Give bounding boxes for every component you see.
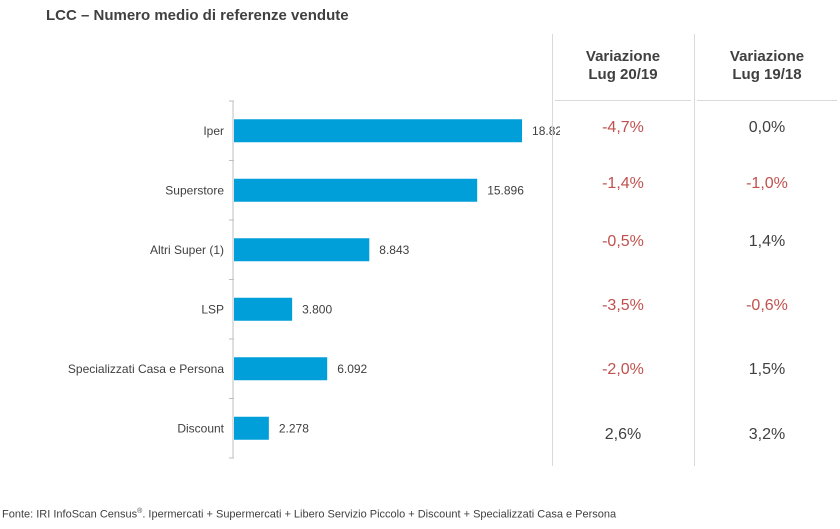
- category-label: Iper: [203, 124, 224, 138]
- variation-cell: -4,7%: [602, 119, 644, 136]
- column-header-lug-19-18: Variazione Lug 19/18: [702, 48, 832, 84]
- data-label: 6.092: [337, 362, 367, 376]
- variation-cell: -1,4%: [602, 175, 644, 192]
- variation-cell: 2,6%: [604, 426, 642, 443]
- column-header-line2: Lug 19/18: [732, 66, 802, 83]
- category-label: Discount: [177, 421, 224, 435]
- bar: [234, 357, 328, 381]
- bar: [234, 297, 293, 321]
- column-divider: [552, 34, 553, 466]
- column-header-line2: Lug 20/19: [588, 66, 658, 83]
- data-label: 18.826: [532, 124, 560, 138]
- bar: [234, 238, 370, 262]
- variation-cell: 1,4%: [748, 233, 786, 250]
- bar: [234, 416, 269, 440]
- data-label: 3.800: [302, 302, 332, 316]
- variation-cell: 1,5%: [748, 361, 786, 378]
- data-label: 2.278: [279, 421, 309, 435]
- variation-cell: -0,6%: [746, 297, 788, 314]
- source-prefix: Fonte: IRI InfoScan Census: [2, 508, 138, 521]
- category-label: Altri Super (1): [150, 243, 224, 257]
- variation-cell: 3,2%: [748, 426, 786, 443]
- category-label: Specializzati Casa e Persona: [68, 362, 224, 376]
- source-suffix: . Ipermercati + Supermercati + Libero Se…: [142, 508, 617, 521]
- data-label: 15.896: [487, 183, 524, 197]
- chart-title: LCC – Numero medio di referenze vendute: [46, 7, 349, 24]
- variation-cell: -3,5%: [602, 297, 644, 314]
- variation-cell: -2,0%: [602, 361, 644, 378]
- column-divider: [694, 34, 695, 466]
- source-note: Fonte: IRI InfoScan Census®. Ipermercati…: [2, 508, 616, 521]
- header-underline: [697, 100, 837, 101]
- bar: [234, 119, 523, 143]
- registered-mark: ®: [137, 508, 143, 515]
- variation-cell: -1,0%: [746, 175, 788, 192]
- column-header-line1: Variazione: [729, 48, 805, 65]
- column-header-line1: Variazione: [585, 48, 661, 65]
- bar-chart: Iper 18.826 Superstore 15.896 Altri Super (1…: [68, 100, 560, 459]
- variation-cell: -0,5%: [602, 233, 644, 250]
- bars-group: Iper 18.826 Superstore 15.896 Altri Super (1…: [68, 100, 560, 459]
- header-underline: [555, 100, 691, 101]
- data-label: 8.843: [379, 243, 409, 257]
- category-label: Superstore: [165, 183, 224, 197]
- category-label: LSP: [201, 302, 224, 316]
- bar: [234, 178, 478, 202]
- variation-cell: 0,0%: [748, 119, 786, 136]
- column-header-lug-20-19: Variazione Lug 20/19: [558, 48, 688, 84]
